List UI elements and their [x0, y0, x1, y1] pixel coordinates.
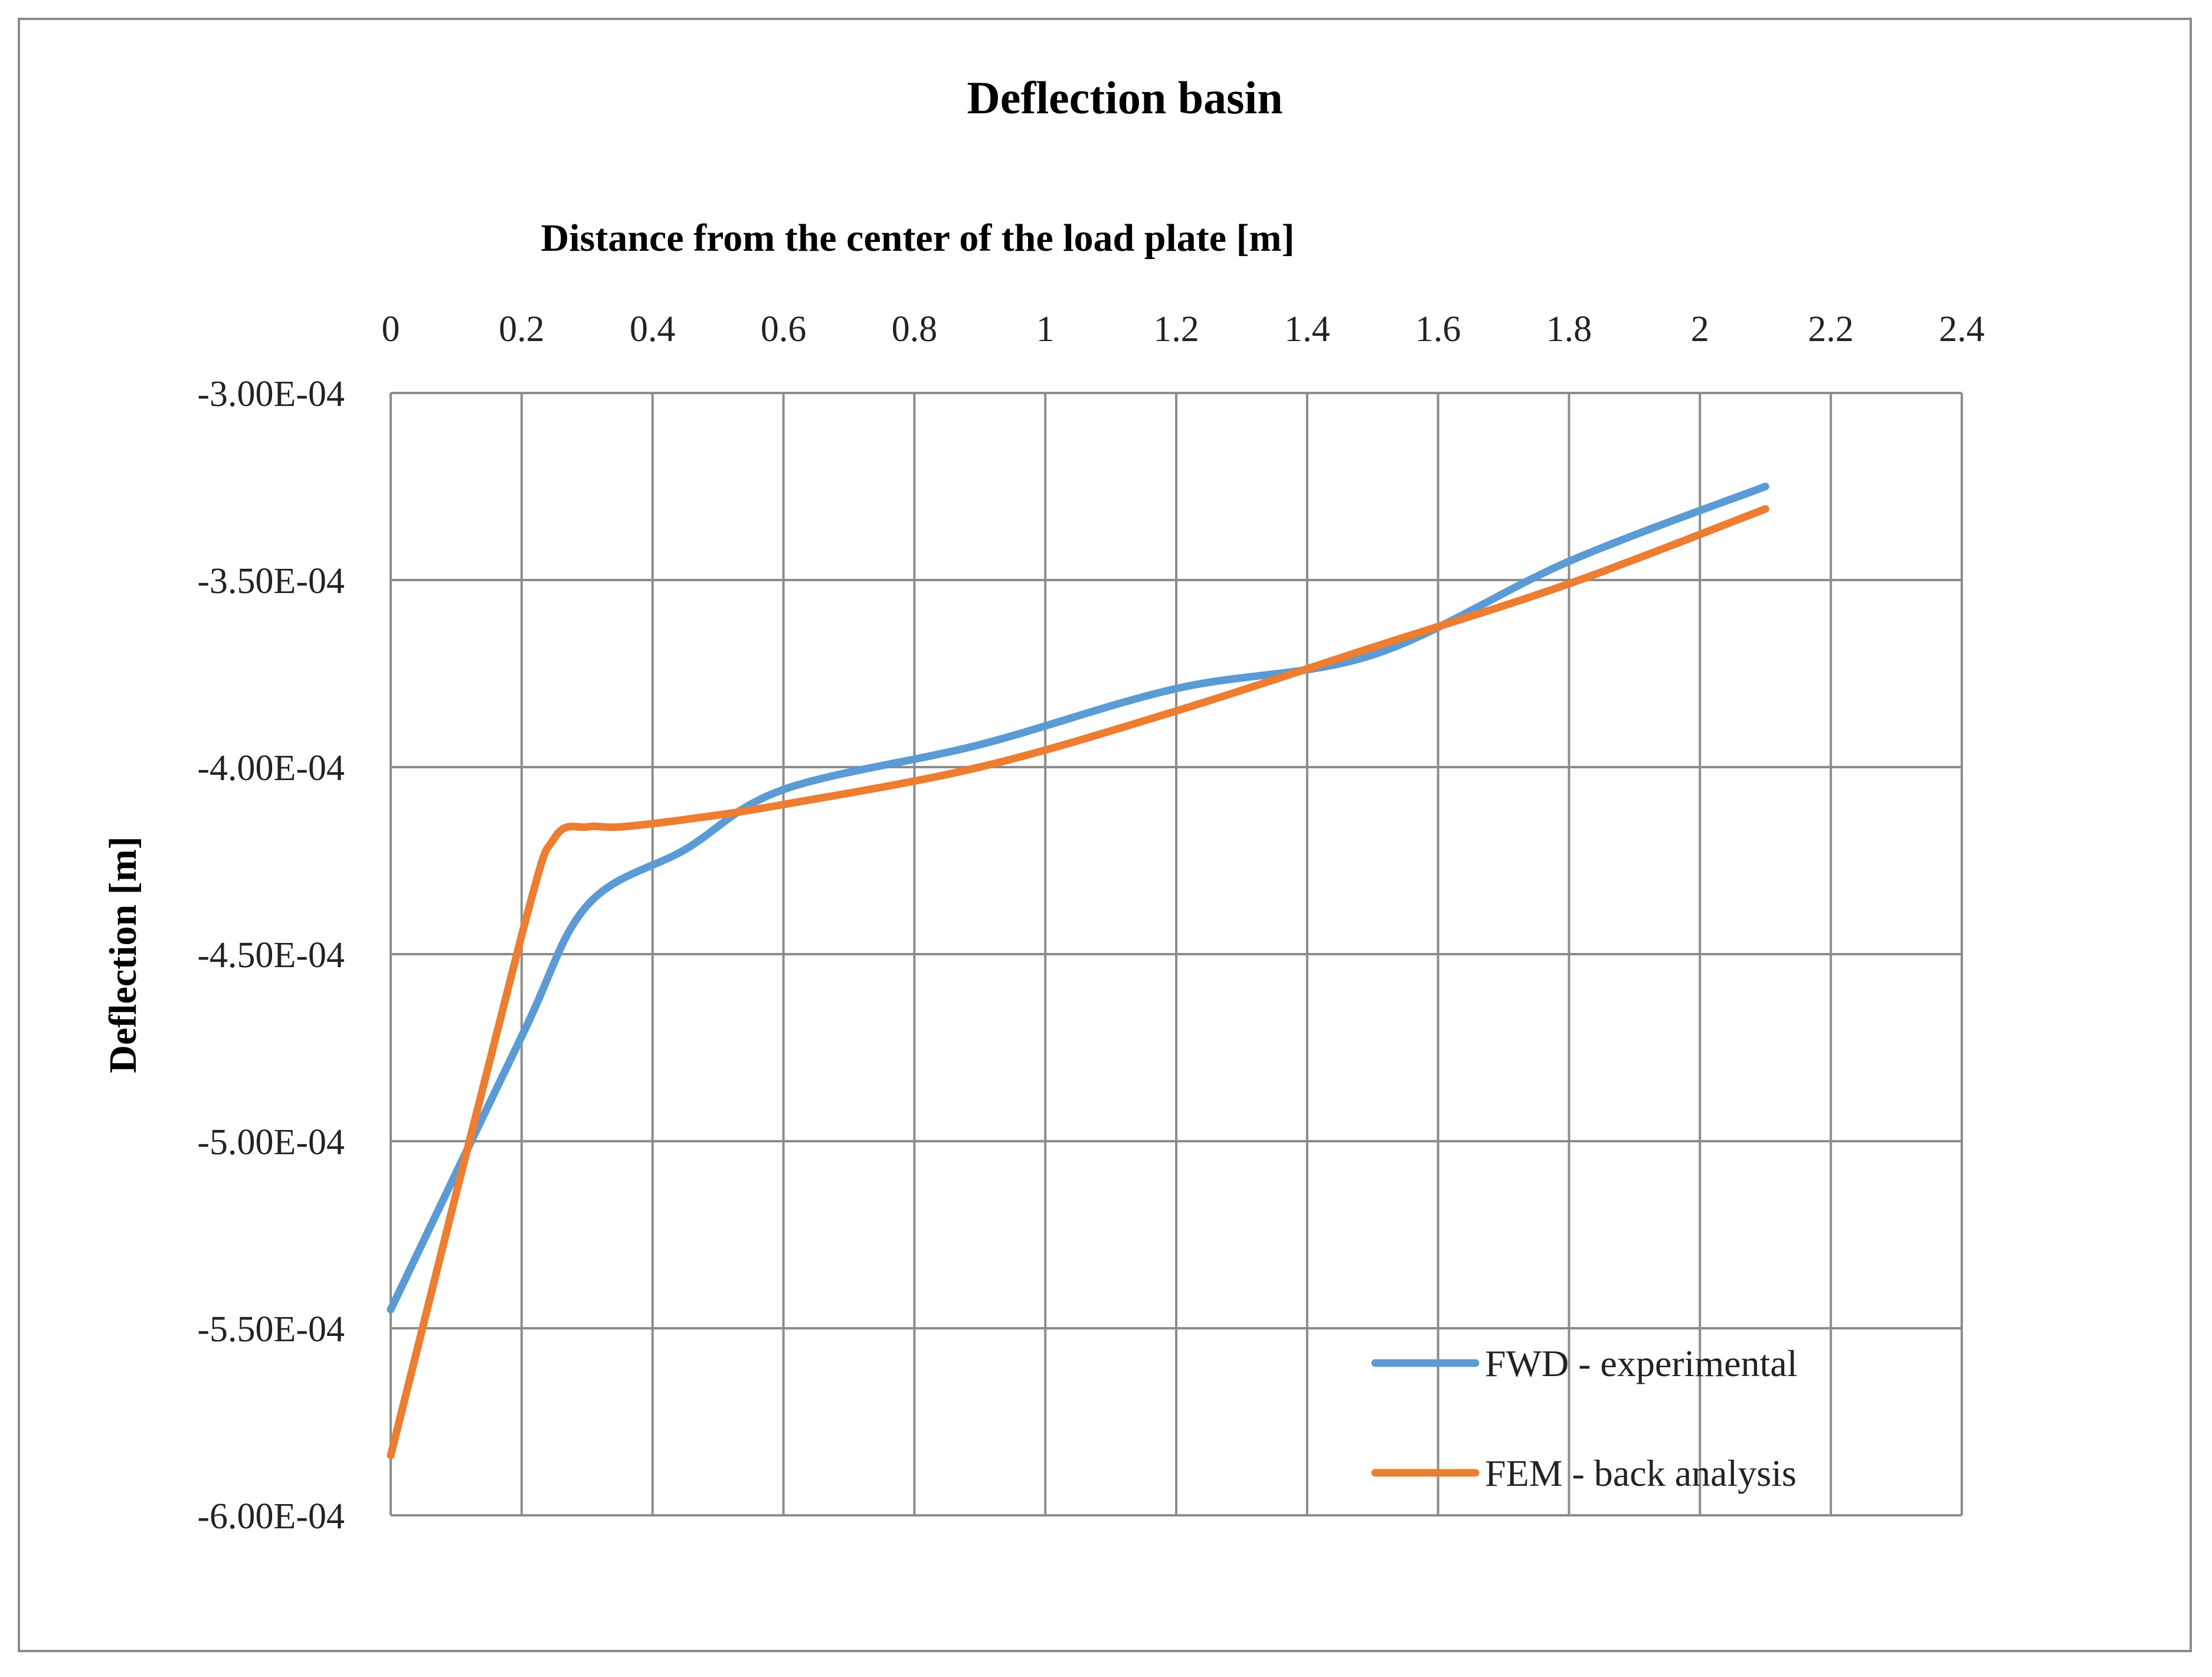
y-tick-label: -4.50E-04 — [197, 935, 345, 975]
x-tick-label: 1.6 — [1415, 309, 1461, 349]
x-tick-labels: 0 0.2 0.4 0.6 0.8 1 1.2 1.4 1.6 1.8 2 2.2 2.4 — [382, 309, 1985, 349]
chart-title: Deflection basin — [967, 72, 1282, 123]
x-tick-label: 1.4 — [1284, 309, 1330, 349]
x-tick-label: 2 — [1691, 309, 1709, 349]
legend-label: FEM - back analysis — [1485, 1452, 1797, 1494]
x-tick-label: 2.4 — [1939, 309, 1985, 349]
series-line-fwd — [387, 483, 1769, 1314]
x-tick-label: 2.2 — [1808, 309, 1854, 349]
y-tick-label: -4.00E-04 — [197, 748, 345, 788]
y-axis-label: Deflection [m] — [102, 836, 145, 1073]
chart-frame — [18, 18, 2192, 1652]
series-line-fem — [387, 505, 1769, 1460]
x-tick-label: 1.2 — [1153, 309, 1199, 349]
x-tick-label: 1.8 — [1546, 309, 1592, 349]
x-tick-label: 0 — [382, 309, 400, 349]
x-tick-label: 1 — [1036, 309, 1055, 349]
legend: FWD - experimental FEM - back analysis — [1371, 1342, 1798, 1494]
legend-label: FWD - experimental — [1485, 1342, 1798, 1384]
y-tick-label: -3.50E-04 — [197, 561, 345, 601]
y-tick-labels: -3.00E-04 -3.50E-04 -4.00E-04 -4.50E-04 -5.0… — [197, 374, 345, 1537]
x-tick-label: 0.6 — [761, 309, 807, 349]
x-tick-label: 0.4 — [630, 309, 676, 349]
y-tick-label: -6.00E-04 — [197, 1496, 345, 1537]
x-tick-label: 0.8 — [892, 309, 938, 349]
series-lines — [387, 483, 1769, 1460]
y-tick-label: -5.00E-04 — [197, 1122, 345, 1162]
x-axis-label: Distance from the center of the load pla… — [541, 217, 1295, 260]
x-tick-label: 0.2 — [499, 309, 545, 349]
y-tick-label: -5.50E-04 — [197, 1309, 345, 1350]
y-tick-label: -3.00E-04 — [197, 374, 345, 414]
